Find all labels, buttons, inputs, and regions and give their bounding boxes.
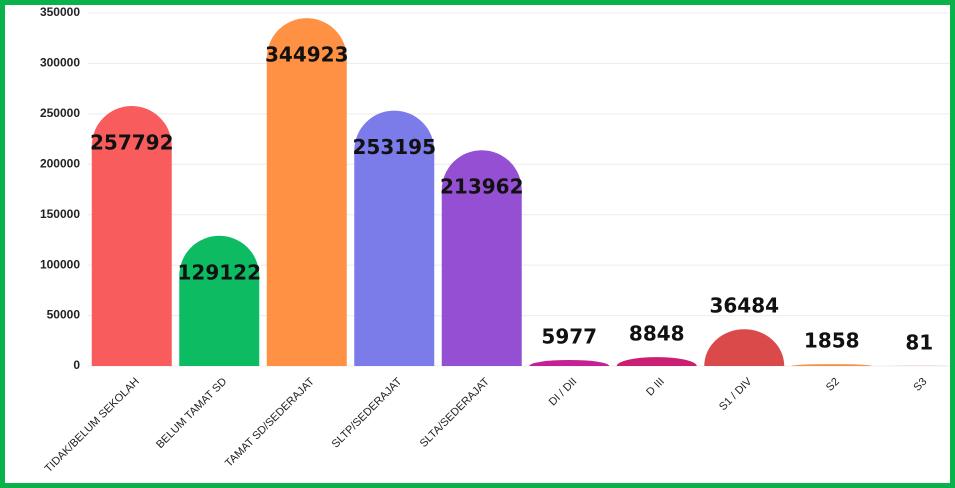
bar (617, 357, 697, 366)
value-label: 257792 (90, 130, 174, 154)
value-label: 213962 (440, 175, 524, 199)
chart: 0 50000 100000 150000 200000 250000 300000 3500… (0, 0, 955, 488)
value-label: 1858 (804, 329, 860, 353)
chart-frame: 0 50000 100000 150000 200000 250000 300000 3500… (0, 0, 955, 488)
value-label: 253195 (353, 135, 437, 159)
x-tick-label: BELUM TAMAT SD (154, 376, 229, 451)
bar (529, 360, 609, 366)
x-tick-label: D III (644, 376, 667, 399)
value-label: 8848 (629, 322, 685, 346)
y-tick-label: 250000 (40, 106, 80, 120)
bar (792, 364, 872, 366)
y-tick-label: 150000 (40, 207, 80, 221)
x-tick-label: S1 / DIV (717, 375, 755, 413)
x-tick-label: S2 (824, 376, 842, 394)
y-tick-label: 350000 (40, 5, 80, 19)
value-label: 129122 (178, 260, 262, 284)
value-label: 5977 (541, 324, 597, 348)
y-tick-label: 300000 (40, 56, 80, 70)
bar (179, 236, 259, 366)
y-tick-label: 200000 (40, 156, 80, 170)
value-label: 344923 (265, 43, 349, 67)
value-label: 81 (905, 330, 933, 354)
y-tick-label: 100000 (40, 257, 80, 271)
x-tick-label: SLTP/SEDERAJAT (330, 375, 405, 450)
x-tick-label: S3 (911, 376, 929, 394)
x-tick-label: SLTA/SEDERAJAT (418, 376, 492, 450)
y-tick-label: 0 (73, 358, 80, 372)
x-tick-label: DI / DII (547, 376, 580, 409)
bar (267, 18, 347, 366)
bar (704, 329, 784, 366)
y-tick-label: 50000 (47, 308, 81, 322)
x-tick-label: TIDAK/BELUM SEKOLAH (43, 376, 142, 475)
x-tick-label: TAMAT SD/SEDERAJAT (223, 375, 317, 469)
value-label: 36484 (709, 294, 779, 318)
